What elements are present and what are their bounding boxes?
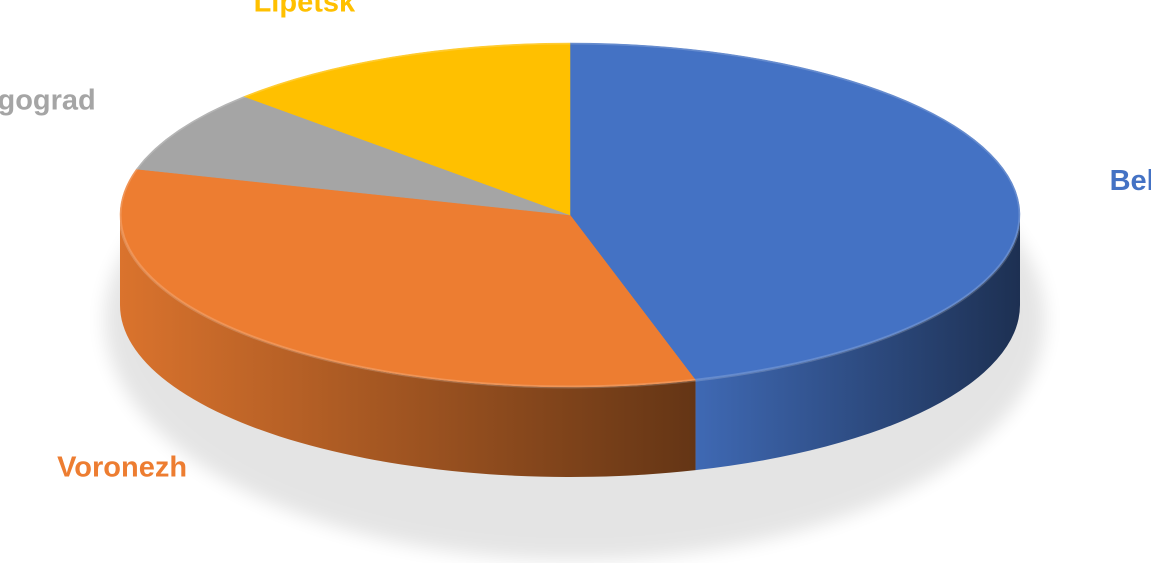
slice-side-belgorod	[695, 215, 1020, 471]
slice-lipetsk	[243, 42, 571, 216]
slice-side-voronezh	[120, 215, 696, 477]
pie-rim-highlight	[118, 41, 1022, 389]
slice-belgorod	[569, 42, 1021, 381]
slice-volgograd	[135, 96, 571, 216]
pie-labels: Belgorod Voronezh Volgograd Lipetsk	[0, 0, 1151, 483]
label-lipetsk: Lipetsk	[254, 0, 356, 18]
slice-voronezh	[119, 168, 697, 388]
label-belgorod: Belgorod	[1110, 165, 1151, 197]
label-volgograd: Volgograd	[0, 84, 96, 116]
pie-top-faces	[118, 41, 1022, 389]
pie-side-walls	[120, 215, 1020, 477]
label-voronezh: Voronezh	[57, 451, 187, 483]
